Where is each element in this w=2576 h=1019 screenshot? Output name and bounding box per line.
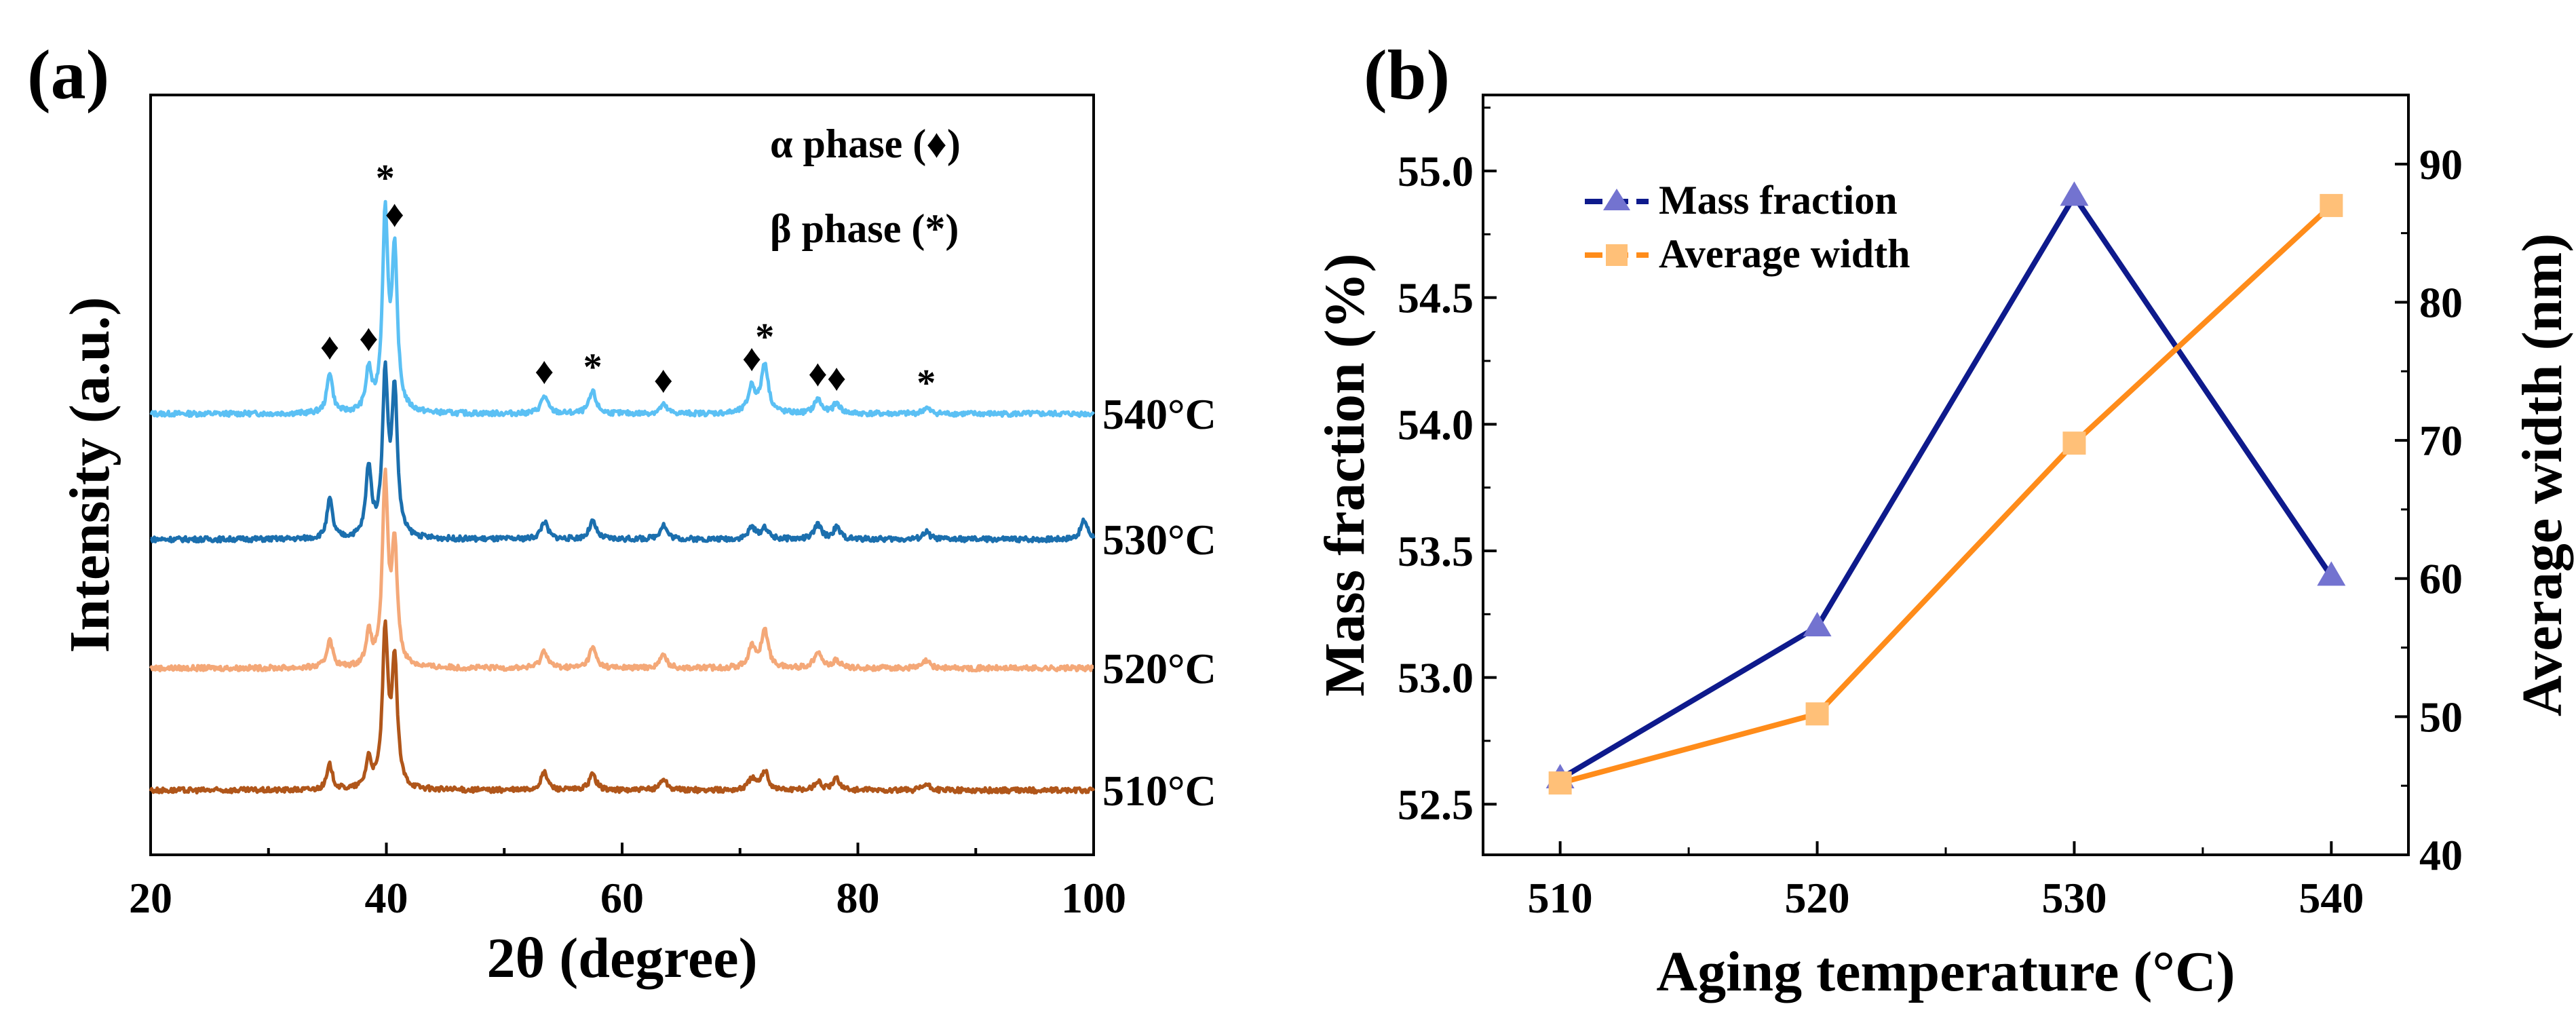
y-tick-label: 53.0: [1398, 654, 1474, 702]
legend-beta: β phase (*): [770, 206, 959, 251]
peak-marker: ♦: [359, 318, 379, 360]
legend-alpha: α phase (♦): [770, 121, 961, 166]
x-tick-label: 520: [1785, 874, 1850, 922]
legend-alpha-close: ): [947, 121, 961, 166]
panel-b-series: [1545, 181, 2346, 795]
peak-marker: *: [376, 157, 395, 199]
y-tick-label: 52.5: [1398, 780, 1474, 828]
x-tick-label: 80: [837, 874, 880, 922]
y2-tick-label: 50: [2419, 693, 2463, 741]
peak-marker: ♦: [535, 351, 554, 393]
average-width-point: [2062, 431, 2086, 455]
y2-tick-label: 40: [2419, 831, 2463, 879]
xrd-curve-530c: [149, 360, 1096, 543]
legend-beta-symbol: *: [925, 206, 945, 251]
panel-a-x-axis: 20 40 60 80 100: [129, 843, 1126, 922]
panel-a-y-title: Intensity (a.u.): [58, 296, 121, 653]
temp-label-510c: 510°C: [1102, 767, 1216, 815]
legend-mass-marker: [1603, 189, 1630, 210]
peak-marker: ♦: [827, 358, 847, 400]
peak-marker: *: [583, 346, 602, 388]
panel-b-y-title: Mass fraction (%): [1313, 253, 1377, 696]
average-width-point: [2320, 193, 2343, 217]
temperature-labels: 540°C 530°C 520°C 510°C: [1102, 390, 1216, 815]
mass-fraction-point: [2060, 181, 2089, 206]
xrd-patterns: [149, 199, 1096, 795]
y-tick-label: 55.0: [1398, 147, 1474, 195]
x-tick-label: 20: [129, 874, 172, 922]
x-tick-label: 510: [1528, 874, 1593, 922]
x-tick-label: 100: [1061, 874, 1126, 922]
legend-beta-text: β phase (: [770, 206, 925, 251]
panel-a-label: (a): [27, 36, 109, 114]
y2-tick-label: 60: [2419, 555, 2463, 603]
legend-alpha-text: α phase (: [770, 121, 926, 166]
peak-marker: ♦: [808, 353, 828, 395]
temp-label-520c: 520°C: [1102, 645, 1216, 693]
panel-b: (b) 52.5 53.0 53.5 54.0 54.5 55.0 40 50 60 70 80 90…: [1313, 36, 2574, 1003]
temp-label-530c: 530°C: [1102, 516, 1216, 564]
series-line-mass-fraction: [1558, 193, 2334, 782]
x-tick-label: 40: [365, 874, 408, 922]
peak-marker: ♦: [385, 193, 404, 235]
xrd-curve-510c: [149, 619, 1096, 795]
temp-label-540c: 540°C: [1102, 390, 1216, 438]
panel-b-axes: 52.5 53.0 53.5 54.0 54.5 55.0 40 50 60 70 80 90 510 5…: [1398, 107, 2463, 922]
panel-b-legend: Mass fraction Average width: [1585, 178, 1910, 276]
panel-b-y2-title: Average width (nm): [2511, 233, 2574, 716]
legend-width-marker: [1606, 244, 1628, 266]
panel-b-x-title: Aging temperature (°C): [1656, 940, 2235, 1003]
peak-marker: *: [917, 362, 936, 404]
peak-marker: ♦: [742, 337, 762, 379]
legend-width-label: Average width: [1659, 231, 1910, 276]
panel-a: (a) ♦ ♦*♦♦ * ♦♦*♦ ♦ * 20 40 60 80 100 540°C530°C5…: [27, 36, 1216, 990]
y2-tick-label: 80: [2419, 278, 2463, 326]
xrd-curve-540c: [149, 199, 1095, 419]
peak-markers: ♦ ♦*♦♦ * ♦♦*♦ ♦ *: [320, 157, 936, 404]
y2-tick-label: 70: [2419, 417, 2463, 465]
average-width-point: [1805, 702, 1829, 726]
legend-beta-close: ): [945, 206, 959, 251]
legend-alpha-symbol: ♦: [926, 121, 947, 166]
x-tick-label: 60: [600, 874, 644, 922]
x-tick-label: 540: [2299, 874, 2364, 922]
panel-a-x-title: 2θ (degree): [486, 927, 757, 990]
series-line-average-width: [1559, 203, 2334, 786]
peak-marker: *: [755, 316, 774, 358]
xrd-curve-520c: [149, 467, 1095, 673]
y-tick-label: 53.5: [1398, 527, 1474, 575]
y-tick-label: 54.0: [1398, 400, 1474, 448]
x-tick-label: 530: [2041, 874, 2107, 922]
y-tick-label: 54.5: [1398, 274, 1474, 322]
peak-marker: ♦: [654, 360, 674, 402]
average-width-point: [1548, 771, 1572, 795]
phase-legend: α phase (♦) β phase (*): [770, 121, 961, 251]
panel-b-label: (b): [1364, 36, 1450, 114]
y2-tick-label: 90: [2419, 140, 2463, 189]
mass-fraction-point: [2317, 561, 2346, 586]
mass-fraction-point: [1803, 612, 1832, 636]
peak-marker: ♦: [320, 326, 340, 368]
legend-mass-label: Mass fraction: [1659, 178, 1898, 223]
